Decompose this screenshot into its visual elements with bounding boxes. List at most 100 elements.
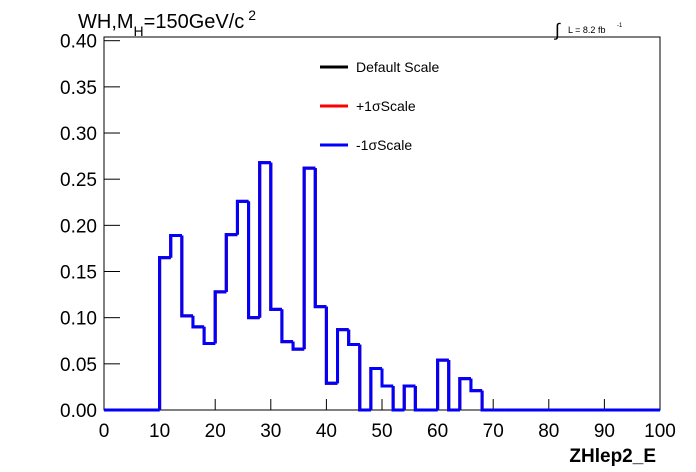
histogram-bin [224, 233, 238, 292]
lumi-integral: ∫ [553, 20, 561, 40]
histogram-bin [402, 384, 416, 410]
histogram-bin [336, 328, 349, 384]
y-tick-label: 0.20 [60, 216, 97, 237]
histogram-bin [169, 234, 182, 258]
histogram-bin [391, 385, 405, 412]
x-tick-label: 40 [316, 421, 337, 442]
y-tick-label: 0.00 [60, 401, 97, 422]
lumi-exponent: -1 [617, 23, 623, 29]
histogram-bin [402, 384, 416, 410]
histogram-bin [480, 390, 494, 412]
x-tick-label: 100 [644, 421, 676, 442]
histogram-bin [180, 235, 193, 318]
histogram-bin [158, 256, 171, 410]
histogram-bin [458, 377, 471, 410]
histogram-bin [469, 378, 483, 393]
histogram-bin [269, 162, 282, 311]
histogram-bin [302, 166, 316, 350]
histogram-bin [324, 306, 338, 385]
histogram-bin [347, 329, 360, 346]
histogram-bin [235, 199, 249, 235]
plot-frame [103, 36, 661, 411]
histogram-bin [191, 315, 205, 329]
lumi-text: L = 8.2 fb [568, 25, 605, 35]
histogram-bin [358, 344, 371, 412]
histogram-bin [313, 168, 327, 309]
histogram-bin [258, 161, 271, 318]
legend-label: +1σScale [356, 98, 416, 114]
x-axis-label: ZHlep2_E [569, 446, 656, 467]
histogram-bin [391, 385, 405, 412]
x-tick-label: 50 [371, 421, 392, 442]
histogram-bin [213, 290, 227, 344]
histogram-bin [202, 326, 216, 346]
histogram-bin [169, 234, 182, 258]
x-tick-label: 60 [427, 421, 448, 442]
histogram-bin [269, 162, 282, 311]
y-tick-label: 0.35 [60, 78, 97, 99]
histogram-bin [402, 384, 416, 410]
y-tick-label: 0.25 [60, 170, 97, 191]
histogram-bin [369, 366, 382, 410]
legend-label: Default Scale [356, 59, 439, 75]
histogram-bin [436, 358, 449, 410]
histogram-bin [258, 161, 271, 318]
histogram-bin [202, 326, 216, 346]
histogram-bin [224, 233, 238, 292]
histogram-bin [324, 306, 338, 385]
histogram-bin [247, 201, 260, 320]
histogram-bin [235, 199, 249, 235]
histogram-bin [358, 344, 371, 412]
histogram-bin [180, 235, 193, 318]
histogram-bin [458, 377, 471, 410]
histogram-bin [191, 315, 205, 329]
histogram-bin [302, 166, 316, 350]
title-superscript: 2 [248, 7, 256, 23]
histogram-bin [380, 368, 394, 388]
histogram-bin [258, 161, 271, 318]
histogram-bin [447, 360, 460, 412]
histogram-bin [380, 368, 394, 388]
histogram-bin [202, 326, 216, 346]
histogram-bin [158, 256, 171, 410]
histogram-bin [391, 385, 405, 412]
histogram-bin [213, 290, 227, 344]
histogram-bin [169, 234, 182, 258]
x-tick-label: 90 [594, 421, 615, 442]
x-tick-label: 30 [260, 421, 281, 442]
histogram-bin [269, 162, 282, 311]
histogram-bin [413, 385, 427, 412]
y-tick-label: 0.40 [60, 32, 97, 53]
histogram-bin [247, 201, 260, 320]
histogram-bin [369, 366, 382, 410]
histogram-bin [213, 290, 227, 344]
histogram-bin [469, 378, 483, 393]
histogram-bin [313, 168, 327, 309]
histogram-bin [447, 360, 460, 412]
histogram-bin [436, 358, 449, 410]
histogram-bin [324, 306, 338, 385]
y-tick-label: 0.30 [60, 124, 97, 145]
histogram-bin [458, 377, 471, 410]
histogram-bin [469, 378, 483, 393]
x-tick-label: 0 [99, 421, 110, 442]
x-tick-label: 10 [149, 421, 170, 442]
histogram-bin [347, 329, 360, 346]
histogram-bin [347, 329, 360, 346]
title-subscript: H [134, 23, 144, 39]
histogram-bin [413, 385, 427, 412]
histogram-bin [158, 256, 171, 410]
histogram-bin [313, 168, 327, 309]
y-tick-label: 0.05 [60, 355, 97, 376]
histogram-bin [280, 309, 294, 344]
histogram-bin [280, 309, 294, 344]
histogram-bin [291, 341, 305, 351]
histogram-bin [358, 344, 371, 412]
histogram-bin [336, 328, 349, 384]
y-tick-label: 0.15 [60, 263, 97, 284]
histogram-bin [480, 390, 494, 412]
chart-title: WH,MH=150GeV/c 2 [78, 7, 256, 39]
histogram-bin [191, 315, 205, 329]
